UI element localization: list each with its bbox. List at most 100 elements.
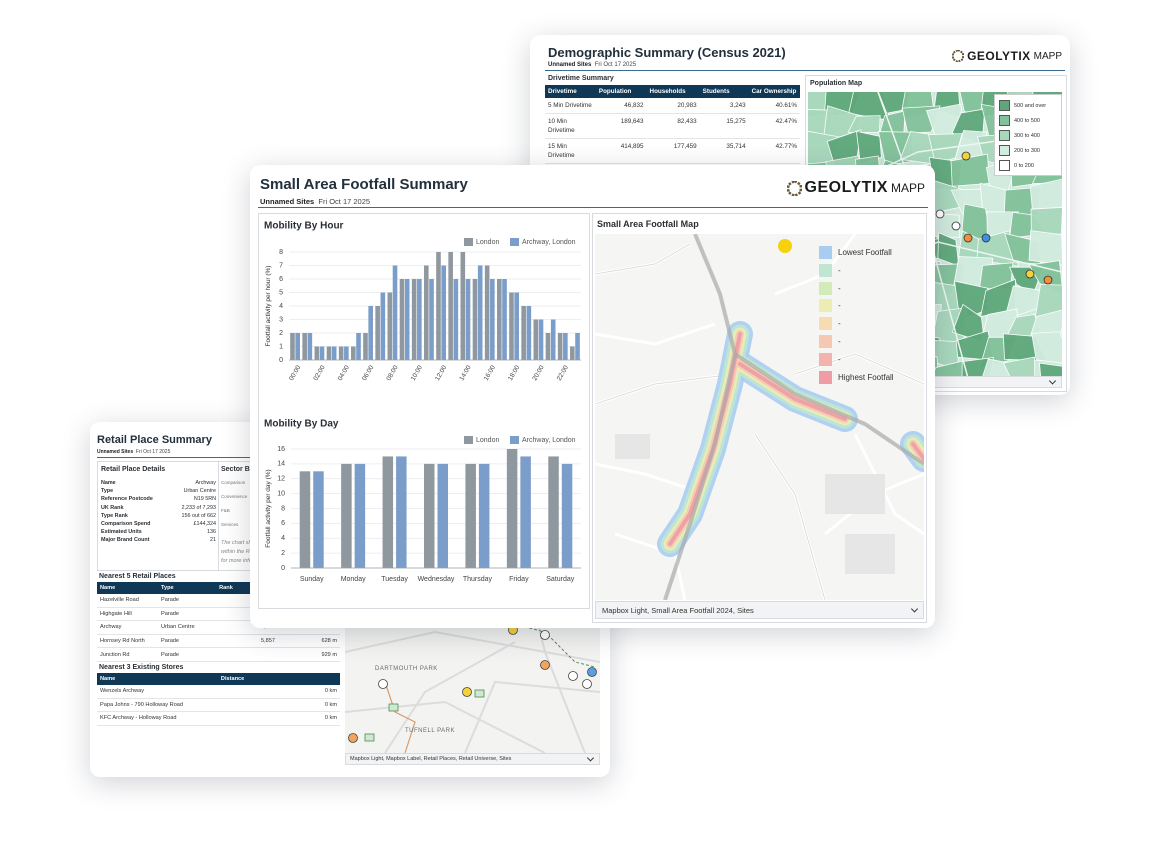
- bar: [545, 333, 551, 360]
- heat-band: [738, 362, 847, 421]
- map-area: [1002, 356, 1036, 378]
- map-road-edge: [794, 353, 924, 385]
- legend-swatch: [819, 263, 832, 277]
- map-road: [384, 641, 516, 753]
- row: KFC Archway - Holloway Road 0 km: [97, 711, 340, 726]
- legend-item: 500 and over: [999, 100, 1046, 111]
- detail-value: 2,233 of 7,293: [181, 504, 216, 511]
- layer-dropdown[interactable]: Mapbox Light, Small Area Footfall 2024, …: [595, 601, 924, 619]
- footfall-card: Small Area Footfall Summary Unnamed Site…: [250, 165, 935, 628]
- note-line: within the Re: [221, 549, 253, 555]
- header-cell: Car Ownership: [748, 85, 800, 98]
- bar: [465, 279, 471, 360]
- bar: [338, 346, 344, 360]
- cell: 0 km: [217, 711, 340, 726]
- bar: [502, 279, 507, 360]
- map-site: [981, 233, 991, 243]
- bar: [437, 463, 448, 568]
- map-area: [1034, 283, 1062, 320]
- legend-swatch: [999, 115, 1010, 126]
- header-cell: Households: [646, 85, 700, 98]
- x-tick-label: Friday: [509, 576, 529, 583]
- bar: [490, 279, 495, 360]
- legend-swatch: [819, 370, 832, 384]
- map-road: [595, 462, 706, 496]
- card-title: Demographic Summary (Census 2021): [548, 45, 786, 60]
- header-cell: Students: [699, 85, 749, 98]
- detail-value: £144,324: [193, 521, 216, 528]
- cell: [216, 647, 278, 662]
- map-site: [462, 687, 472, 697]
- panel-title: Population Map: [810, 80, 863, 87]
- legend-item: -: [819, 352, 841, 366]
- detail-label: Type Rank: [101, 512, 128, 519]
- note-line: for more info: [221, 558, 252, 564]
- detail-row: Major Brand Count 21: [101, 536, 216, 544]
- detail-value: Archway: [195, 480, 216, 486]
- map-building: [615, 434, 650, 459]
- bar: [575, 333, 580, 360]
- y-tick-label: 10: [277, 490, 285, 497]
- detail-row: Name Archway: [101, 479, 216, 487]
- legend-swatch: [819, 246, 832, 259]
- legend-label: -: [838, 337, 841, 346]
- bar: [341, 463, 352, 568]
- sites: Unnamed Sites: [548, 62, 592, 68]
- footfall-map: [595, 234, 924, 600]
- legend-label: Highest Footfall: [838, 372, 894, 382]
- layer-dropdown[interactable]: Mapbox Light, Mapbox Label, Retail Place…: [345, 753, 600, 765]
- bar: [368, 306, 373, 360]
- bar: [299, 471, 311, 568]
- bar: [380, 292, 386, 360]
- legend-label: 200 to 300: [1014, 147, 1040, 154]
- bar: [538, 319, 544, 360]
- legend-item: -: [819, 281, 841, 295]
- y-tick-label: 0: [279, 357, 283, 364]
- legend-swatch: [464, 238, 473, 246]
- legend-label: London: [476, 239, 499, 246]
- section-title: Nearest 5 Retail Places: [99, 573, 176, 580]
- y-tick-label: 14: [277, 461, 285, 468]
- bar: [290, 333, 295, 360]
- map-road: [345, 700, 546, 753]
- map-road-edge: [754, 433, 826, 600]
- bar: [557, 333, 563, 360]
- section-title: Drivetime Summary: [548, 75, 614, 82]
- cell: 20,983: [646, 98, 700, 114]
- bar: [526, 306, 532, 360]
- legend-swatch: [510, 436, 519, 444]
- y-tick-label: 6: [281, 520, 285, 527]
- map-area: [1031, 331, 1062, 364]
- legend-item: 200 to 300: [999, 145, 1040, 156]
- map-site: [378, 679, 388, 689]
- row: Papa Johns - 790 Holloway Road 0 km: [97, 698, 340, 713]
- card-subtitle: Unnamed Sites Fri Oct 17 2025: [548, 62, 636, 68]
- map-place-label: DARTMOUTH PARK: [375, 666, 438, 672]
- legend-swatch: [999, 145, 1010, 156]
- header-cell: Name: [97, 673, 218, 685]
- y-tick-label: 0: [281, 565, 285, 572]
- detail-label: UK Rank: [101, 504, 124, 511]
- bar: [344, 346, 349, 360]
- row: 15 Min Drivetime 414,895 177,459 35,714 42.7…: [545, 138, 800, 164]
- rule: [545, 70, 1065, 71]
- y-tick-label: 5: [279, 289, 283, 296]
- map-main-road: [663, 234, 738, 600]
- x-tick-label: Tuesday: [381, 576, 408, 583]
- map-area: [856, 130, 882, 165]
- legend-label: London: [476, 437, 499, 444]
- card-title: Retail Place Summary: [97, 434, 212, 446]
- detail-label: Major Brand Count: [101, 537, 150, 544]
- legend-item: Lowest Footfall: [819, 246, 892, 259]
- bar: [396, 456, 407, 568]
- legend-swatch: [819, 352, 832, 366]
- x-tick-label: 16:00: [483, 364, 497, 382]
- cell: 46,832: [595, 98, 647, 114]
- detail-label: Comparison Spend: [101, 521, 151, 528]
- legend-label: Archway, London: [522, 437, 576, 444]
- bar: [354, 463, 366, 568]
- bar: [561, 463, 573, 568]
- bar: [331, 346, 337, 360]
- legend-swatch: [510, 238, 519, 246]
